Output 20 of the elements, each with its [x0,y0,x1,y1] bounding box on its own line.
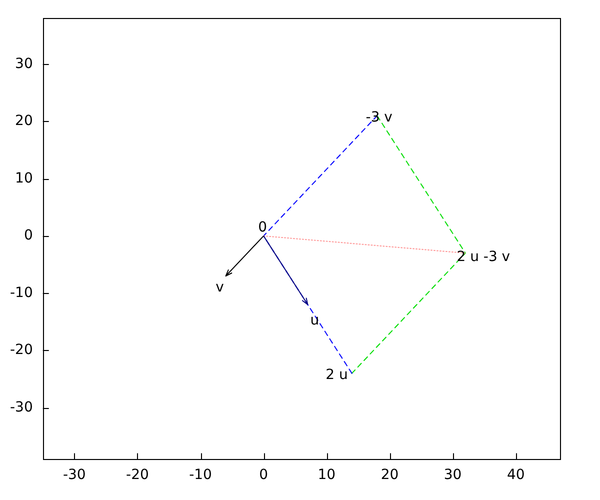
x-tick-label: 0 [259,467,268,484]
x-tick-label: -10 [189,467,212,484]
annotation: v [216,280,224,296]
x-tick-label: -30 [62,467,86,484]
y-tick-label: 0 [24,228,33,244]
annotation: 2 u [326,366,348,383]
x-tick-label: 20 [380,467,399,484]
x-tick-label: 30 [444,467,462,484]
y-tick-label: 30 [15,56,33,72]
y-tick-label: 20 [15,113,33,130]
x-tick-label: -20 [126,467,149,484]
y-tick-label: 10 [15,170,33,186]
y-tick-label: -20 [10,342,33,358]
annotation: -3 v [366,109,392,126]
x-tick-label: 40 [506,467,525,484]
y-tick-label: -30 [10,399,33,416]
y-tick-label: -10 [10,284,33,301]
x-tick-label: 10 [318,467,336,484]
annotation: u [310,312,320,328]
annotation: 0 [258,220,268,236]
